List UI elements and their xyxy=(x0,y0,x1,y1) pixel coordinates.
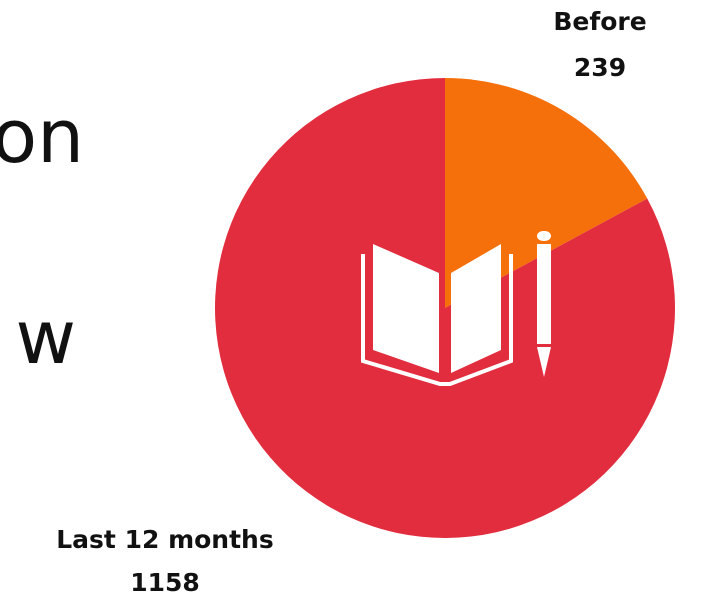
cropped-heading-text: w xyxy=(15,295,76,381)
pie-slice xyxy=(215,78,675,538)
pencil-tip xyxy=(537,347,551,377)
book-cover xyxy=(361,254,513,386)
book-pencil-icon xyxy=(361,231,551,386)
slice-label: Last 12 months xyxy=(56,525,273,554)
pie xyxy=(215,78,675,538)
book-left-page xyxy=(373,244,439,373)
slice-value: 239 xyxy=(574,53,626,82)
cropped-heading-text: on xyxy=(0,94,84,180)
pencil-cap xyxy=(537,231,551,241)
pencil-body xyxy=(537,244,551,344)
book-right-page xyxy=(451,244,501,373)
slice-label: Before xyxy=(553,7,646,36)
slice-value: 1158 xyxy=(130,568,200,597)
